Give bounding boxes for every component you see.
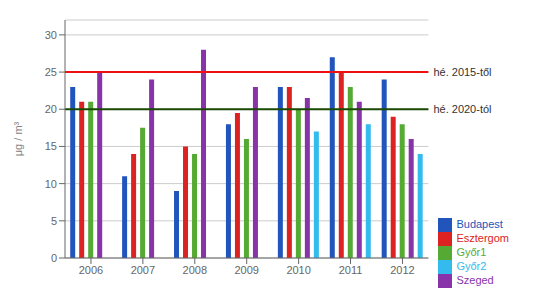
html-text:Budapest: Budapest [456,217,503,230]
svg-text:hé. 2015-től: hé. 2015-től [433,66,491,78]
svg-text:30: 30 [45,29,57,41]
svg-text:5: 5 [51,215,57,227]
svg-text:10: 10 [45,178,57,190]
svg-text:μg / m³: μg / m³ [12,121,24,156]
svg-text:20: 20 [45,103,57,115]
html-text:Győr1: Győr1 [456,245,487,258]
svg-text:2011: 2011 [339,264,363,276]
svg-text:2008: 2008 [183,264,207,276]
svg-text:2012: 2012 [390,264,414,276]
svg-text:2006: 2006 [79,264,103,276]
svg-text:2010: 2010 [286,264,310,276]
html-text:Győr2: Győr2 [456,259,487,272]
svg-text:15: 15 [45,140,57,152]
svg-text:2009: 2009 [234,264,258,276]
html-text:Szeged: Szeged [456,273,494,286]
svg-text:2007: 2007 [131,264,155,276]
svg-text:0: 0 [51,252,57,264]
svg-text:25: 25 [45,66,57,78]
svg-text:hé. 2020-tól: hé. 2020-tól [433,103,491,115]
html-text:Esztergom: Esztergom [456,231,509,244]
